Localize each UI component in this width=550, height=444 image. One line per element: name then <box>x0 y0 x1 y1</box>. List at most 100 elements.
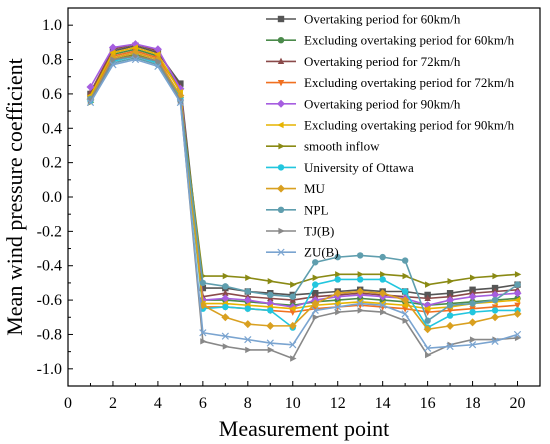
legend-label: Excluding overtaking period for 90km/h <box>304 118 515 133</box>
data-point <box>446 312 454 319</box>
data-point <box>290 355 297 362</box>
data-point <box>402 317 409 324</box>
legend-swatch-marker <box>277 80 285 87</box>
data-point <box>378 289 387 298</box>
data-point <box>514 281 521 288</box>
data-point <box>335 271 342 278</box>
data-point <box>424 317 431 324</box>
data-point <box>245 274 252 281</box>
x-tick-label: 6 <box>199 395 207 412</box>
data-point <box>401 257 409 264</box>
data-point <box>109 61 117 69</box>
data-point <box>222 343 230 350</box>
data-point <box>514 271 522 278</box>
data-point <box>468 318 477 327</box>
data-point <box>492 272 499 280</box>
marker-stroke <box>401 310 409 318</box>
marker-stroke <box>86 98 95 107</box>
legend-item: Overtaking period for 72km/h <box>266 54 461 69</box>
marker-stroke <box>109 61 117 69</box>
data-point <box>221 313 230 322</box>
marker-stroke <box>266 339 274 347</box>
x-tick-label: 10 <box>285 395 301 412</box>
data-point <box>469 274 477 281</box>
legend-item: NPL <box>266 202 329 217</box>
data-point <box>513 296 521 304</box>
legend-item: MU <box>266 181 326 196</box>
data-point <box>469 336 477 343</box>
data-point <box>221 332 229 340</box>
data-point <box>491 296 499 304</box>
data-point <box>446 342 454 351</box>
legend-label: Excluding overtaking period for 60km/h <box>304 33 515 48</box>
data-point <box>491 290 500 299</box>
marker-stroke <box>423 344 432 352</box>
data-point <box>155 58 162 65</box>
data-point <box>288 305 296 312</box>
data-point <box>468 341 477 349</box>
data-point <box>311 299 320 308</box>
legend-item: Overtaking period for 60km/h <box>266 12 461 27</box>
legend-label: MU <box>304 181 326 196</box>
legend-swatch-marker <box>277 37 285 44</box>
data-point <box>334 276 341 283</box>
data-point <box>334 253 341 261</box>
y-tick-label: -0.2 <box>37 223 62 240</box>
marker-stroke <box>491 337 499 345</box>
data-point <box>469 308 476 316</box>
data-point <box>401 296 410 305</box>
series-line <box>89 56 518 322</box>
data-point <box>333 289 342 298</box>
series-line <box>89 51 518 331</box>
marker-stroke <box>311 306 319 315</box>
data-point <box>86 83 95 92</box>
data-point <box>222 283 229 290</box>
marker-stroke <box>154 62 162 71</box>
data-point <box>289 293 296 300</box>
data-point <box>86 98 95 107</box>
legend-label: University of Ottawa <box>304 160 414 175</box>
legend-item: University of Ottawa <box>266 160 414 175</box>
data-point <box>109 49 116 56</box>
data-point <box>424 294 431 301</box>
marker-stroke <box>244 335 252 344</box>
legend: Overtaking period for 60km/h Excluding ov… <box>266 12 515 260</box>
legend-item: ZU(B) <box>266 245 339 260</box>
legend-swatch-marker <box>278 143 285 150</box>
data-point <box>267 307 274 314</box>
x-tick-label: 20 <box>510 395 526 412</box>
data-point <box>199 329 207 337</box>
data-point <box>243 320 252 329</box>
data-point <box>334 303 342 311</box>
y-tick-label: 0.8 <box>42 52 62 69</box>
x-tick-label: 2 <box>109 395 117 412</box>
data-point <box>288 321 297 330</box>
legend-item: Excluding overtaking period for 90km/h <box>266 118 515 133</box>
data-point <box>379 301 387 309</box>
series-11 <box>86 55 522 352</box>
legend-label: smooth inflow <box>304 139 380 154</box>
marker-stroke <box>468 341 477 349</box>
legend-label: TJ(B) <box>304 224 334 239</box>
data-point <box>312 274 320 281</box>
data-point <box>312 259 319 266</box>
data-point <box>131 55 140 64</box>
series-line <box>89 43 518 308</box>
data-point <box>401 310 409 318</box>
data-point <box>401 302 408 309</box>
data-point <box>244 335 252 344</box>
data-point <box>110 56 117 63</box>
data-point <box>513 289 522 298</box>
marker-stroke <box>221 332 229 340</box>
data-point <box>468 292 477 301</box>
data-point <box>425 281 432 288</box>
y-tick-label: 0.0 <box>42 189 62 206</box>
x-tick-label: 0 <box>64 395 72 412</box>
y-tick-label: 0.6 <box>42 86 62 103</box>
data-point <box>200 338 207 345</box>
marker-stroke <box>131 55 140 64</box>
legend-swatch-marker <box>277 57 285 64</box>
legend-item: smooth inflow <box>266 139 380 154</box>
data-point <box>311 306 319 315</box>
data-point <box>380 271 387 278</box>
